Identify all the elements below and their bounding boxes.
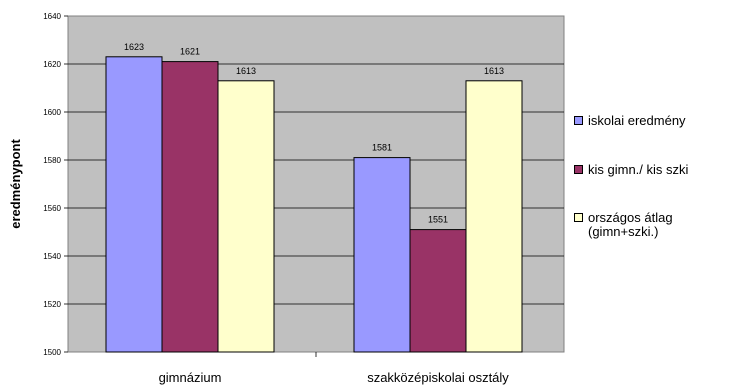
legend-item: kis gimn./ kis szki: [574, 163, 738, 177]
legend-label: országos átlag (gimn+szki.): [588, 210, 673, 239]
bar: [409, 229, 467, 353]
legend-item: országos átlag (gimn+szki.): [574, 211, 738, 239]
legend-swatch: [574, 116, 583, 125]
y-tick-label: 1560: [43, 204, 61, 213]
bar: [105, 56, 163, 353]
x-axis-ticks: gimnázium szakközépiskolai osztály: [159, 352, 509, 385]
legend: iskolai eredmény kis gimn./ kis szki orszá…: [574, 114, 738, 273]
y-tick-label: 1600: [43, 108, 61, 117]
legend-item: iskolai eredmény: [574, 114, 738, 128]
bar: [217, 80, 275, 353]
data-label: 1613: [236, 66, 256, 76]
data-label: 1621: [180, 47, 200, 57]
y-axis-ticks: 1500 1520 1540 1560 1580 1600 1620 1640: [43, 12, 61, 357]
legend-label: iskolai eredmény: [588, 113, 686, 128]
bar: [161, 61, 219, 353]
legend-swatch: [574, 213, 583, 222]
y-tick-label: 1640: [43, 12, 61, 21]
y-tick-label: 1620: [43, 60, 61, 69]
bar: [465, 80, 523, 353]
data-label: 1613: [484, 66, 504, 76]
x-tick-label: szakközépiskolai osztály: [367, 370, 509, 385]
y-axis-label: eredménypont: [8, 139, 23, 229]
y-tick-label: 1520: [43, 300, 61, 309]
bar: [353, 157, 411, 353]
data-labels: 1623 1621 1613 1581 1551 1613: [124, 42, 504, 225]
y-tick-label: 1500: [43, 348, 61, 357]
data-label: 1623: [124, 42, 144, 52]
legend-label: kis gimn./ kis szki: [588, 162, 689, 177]
legend-swatch: [574, 165, 583, 174]
data-label: 1551: [428, 215, 448, 225]
bars: [105, 56, 523, 353]
y-tick-label: 1580: [43, 156, 61, 165]
y-tick-label: 1540: [43, 252, 61, 261]
data-label: 1581: [372, 143, 392, 153]
x-tick-label: gimnázium: [159, 370, 222, 385]
